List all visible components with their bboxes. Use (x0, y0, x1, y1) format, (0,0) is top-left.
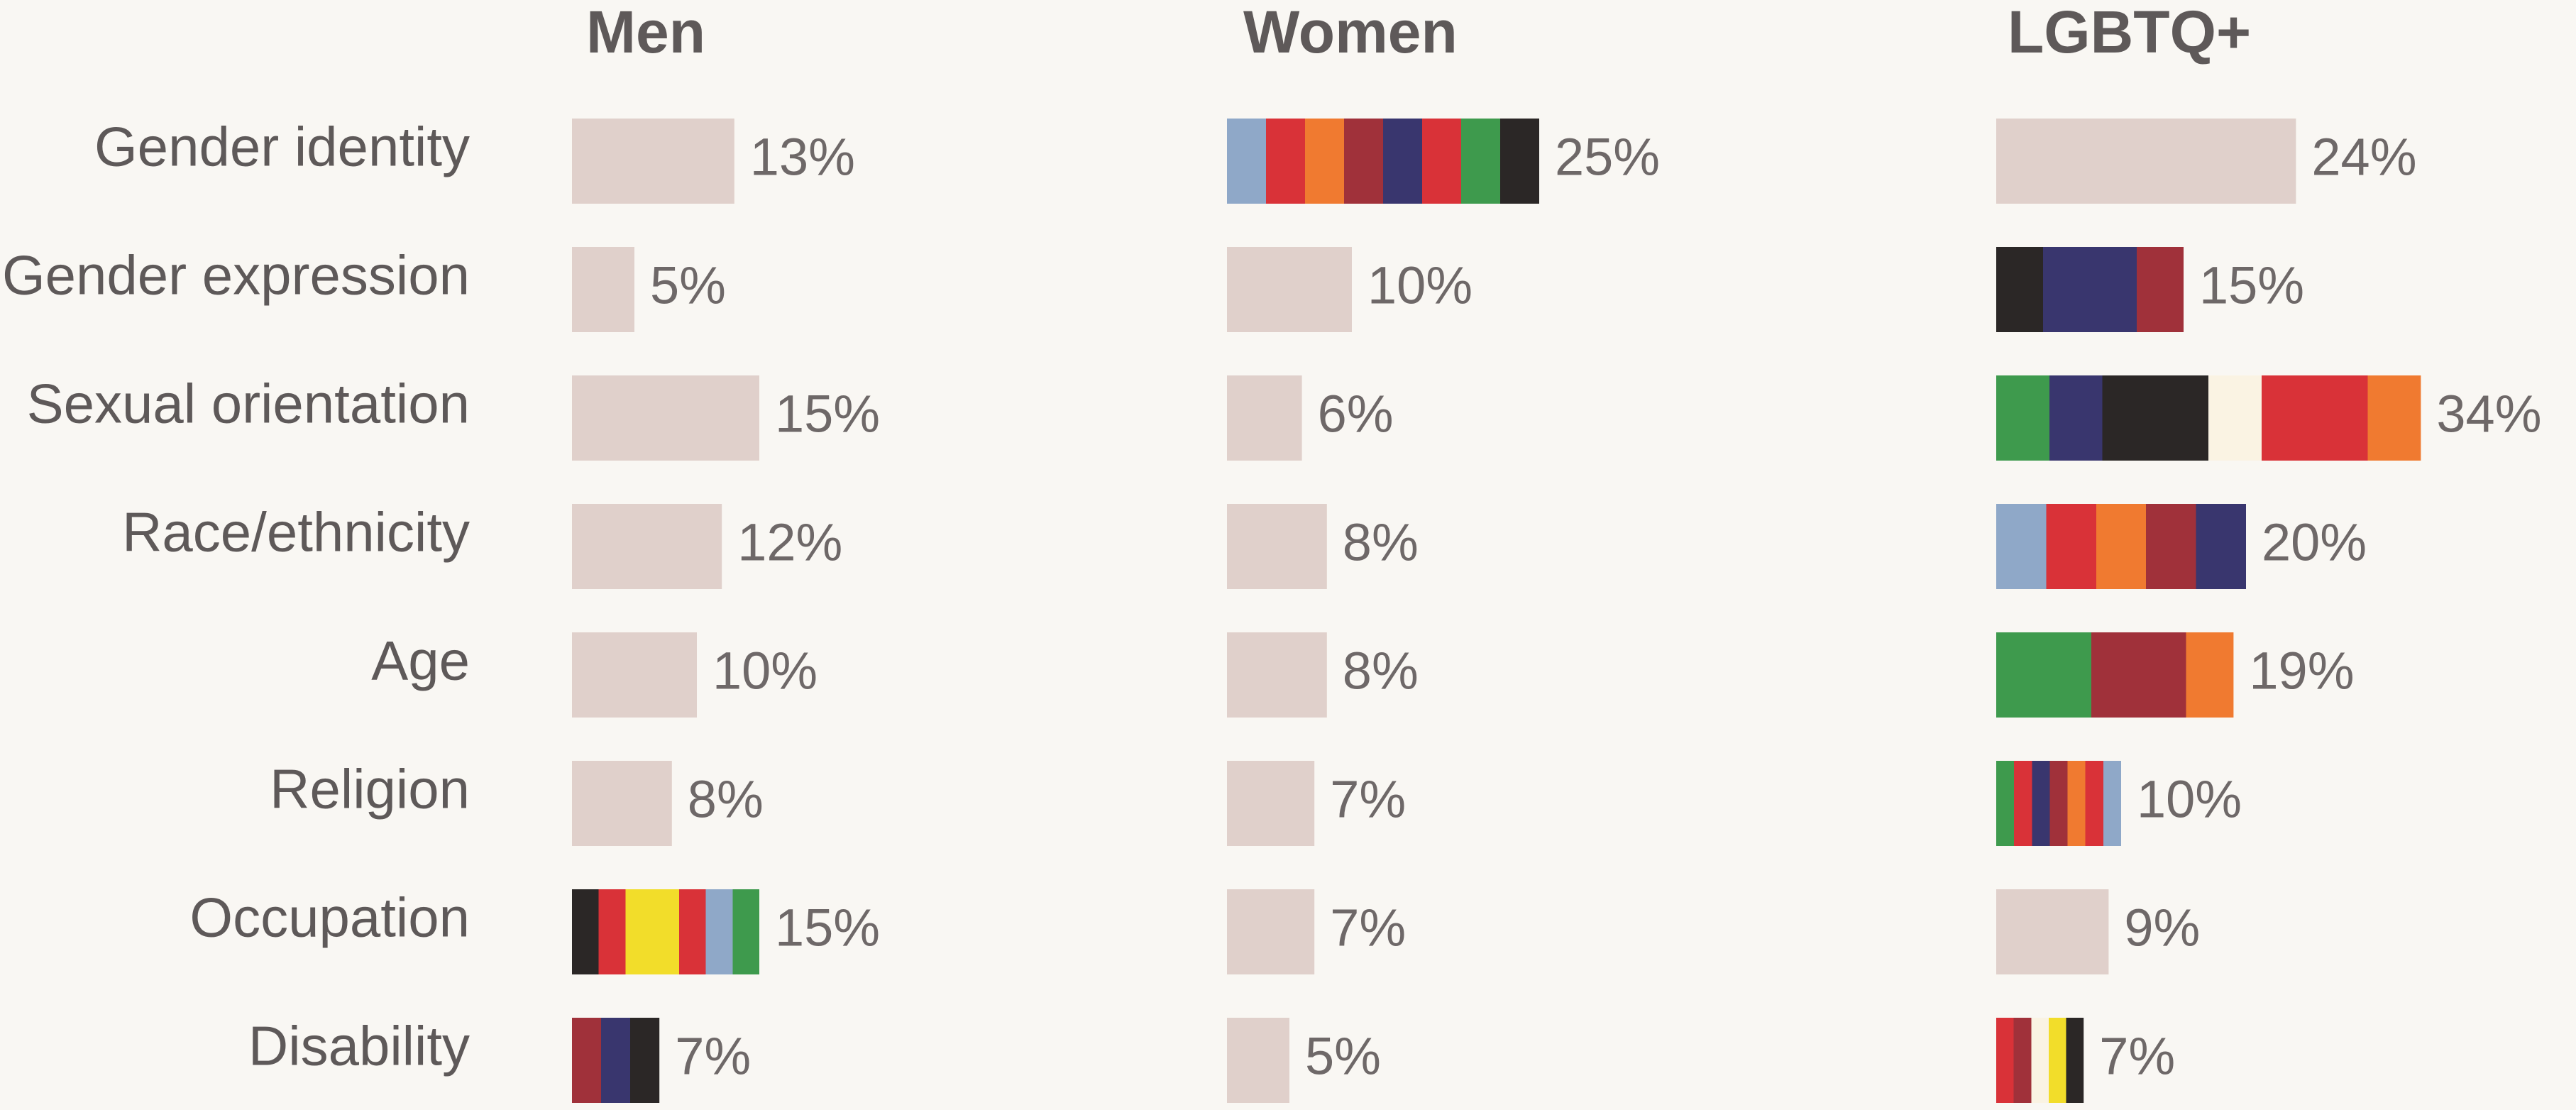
value-label: 24% (2311, 128, 2416, 187)
bar (1227, 632, 1327, 718)
value-label: 5% (1305, 1027, 1381, 1086)
value-label: 7% (1330, 770, 1406, 829)
value-label: 9% (2124, 899, 2200, 957)
category-label: Occupation (189, 886, 470, 949)
value-label: 8% (1343, 642, 1419, 700)
bar (572, 632, 697, 718)
value-label: 15% (775, 899, 880, 957)
value-label: 7% (2099, 1027, 2175, 1086)
bar (1227, 504, 1327, 589)
value-label: 10% (2137, 770, 2242, 829)
bar (572, 504, 722, 589)
column-title: LGBTQ+ (2008, 0, 2251, 65)
bar (572, 119, 734, 204)
category-label: Sexual orientation (27, 373, 470, 435)
value-label: 10% (712, 642, 818, 700)
bar (1996, 632, 2234, 718)
bar (572, 247, 634, 332)
category-label: Race/ethnicity (122, 501, 470, 564)
category-label: Religion (270, 758, 470, 820)
column-title: Men (586, 0, 705, 65)
category-label: Disability (248, 1015, 470, 1077)
value-label: 7% (675, 1027, 751, 1086)
bar (572, 375, 759, 461)
bar (1996, 504, 2246, 589)
value-label: 15% (2199, 256, 2304, 315)
value-label: 5% (650, 256, 726, 315)
value-label: 19% (2249, 642, 2354, 700)
value-label: 6% (1318, 385, 1394, 444)
bar (1227, 1018, 1289, 1103)
column-title: Women (1243, 0, 1458, 65)
bar (572, 761, 672, 846)
value-label: 13% (750, 128, 855, 187)
bar (1996, 889, 2109, 974)
value-label: 8% (688, 770, 764, 829)
category-label: Gender expression (2, 244, 470, 307)
value-label: 12% (737, 513, 842, 572)
bar (572, 889, 759, 974)
bar (572, 1018, 660, 1103)
value-label: 8% (1343, 513, 1419, 572)
bar (1996, 375, 2421, 461)
bar (1227, 119, 1539, 204)
bar (1227, 247, 1352, 332)
value-label: 10% (1367, 256, 1473, 315)
bar (1996, 119, 2296, 204)
bar (1227, 761, 1315, 846)
value-label: 7% (1330, 899, 1406, 957)
value-label: 20% (2262, 513, 2367, 572)
value-label: 34% (2436, 385, 2541, 444)
bar (1996, 1018, 2084, 1103)
value-label: 25% (1555, 128, 1660, 187)
bar (1996, 761, 2121, 846)
bar (1227, 375, 1302, 461)
category-label: Age (371, 630, 470, 692)
value-label: 15% (775, 385, 880, 444)
bar (1996, 247, 2184, 332)
category-label: Gender identity (94, 116, 470, 178)
bar (1227, 889, 1315, 974)
